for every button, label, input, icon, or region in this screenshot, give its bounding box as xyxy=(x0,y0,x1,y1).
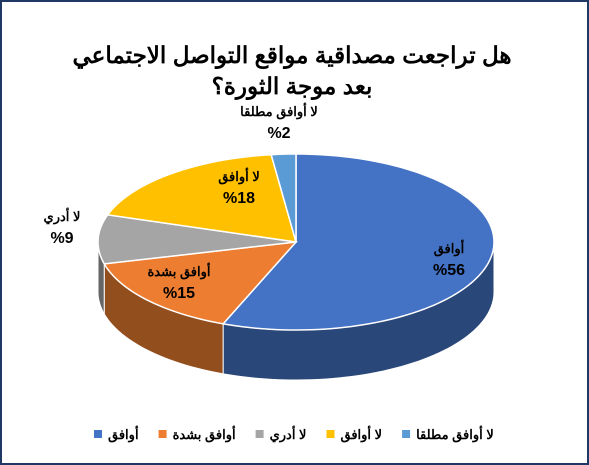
data-label-category: لا أوافق xyxy=(218,168,260,185)
slice xyxy=(97,213,297,315)
legend-swatch xyxy=(158,430,167,438)
slice-top xyxy=(97,213,297,265)
chart-title: هل تراجعت مصداقية مواقع التواصل الاجتماع… xyxy=(72,42,512,99)
slice xyxy=(270,153,297,243)
data-label-value: %56 xyxy=(433,262,465,279)
data-label-category: أوافق بشدة xyxy=(147,263,210,280)
legend-swatch xyxy=(255,430,264,438)
slice xyxy=(106,153,298,243)
slice xyxy=(221,153,495,381)
slice-top xyxy=(270,153,297,243)
slice-top xyxy=(106,153,298,243)
legend-swatch xyxy=(94,430,102,438)
legend-swatch xyxy=(326,430,335,438)
data-label-value: %9 xyxy=(50,230,73,247)
legend-label: أوافق xyxy=(108,426,139,443)
slice-top xyxy=(102,241,298,325)
data-label-value: %2 xyxy=(267,125,290,142)
slice-top xyxy=(221,153,495,331)
legend-swatch xyxy=(402,430,411,438)
data-label-value: %15 xyxy=(163,285,195,302)
data-label-category: أوافق xyxy=(434,240,465,257)
legend-label: أوافق بشدة xyxy=(173,426,236,443)
data-label-category: لا أدري xyxy=(44,208,81,225)
legend-label: لا أوافق xyxy=(340,426,382,443)
legend-label: لا أدري xyxy=(270,426,307,443)
data-label-value: %18 xyxy=(223,190,255,207)
legend-label: لا أوافق مطلقا xyxy=(416,426,494,443)
data-label-category: لا أوافق مطلقا xyxy=(240,103,318,120)
